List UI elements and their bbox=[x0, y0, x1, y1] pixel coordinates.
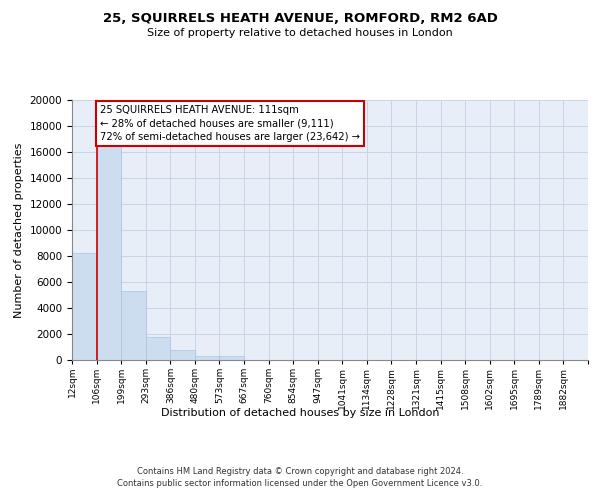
Text: Contains HM Land Registry data © Crown copyright and database right 2024.
Contai: Contains HM Land Registry data © Crown c… bbox=[118, 466, 482, 487]
Text: Distribution of detached houses by size in London: Distribution of detached houses by size … bbox=[161, 408, 439, 418]
Bar bbox=[220, 356, 244, 360]
Bar bbox=[72, 254, 97, 360]
Text: 25, SQUIRRELS HEATH AVENUE, ROMFORD, RM2 6AD: 25, SQUIRRELS HEATH AVENUE, ROMFORD, RM2… bbox=[103, 12, 497, 26]
Text: 25 SQUIRRELS HEATH AVENUE: 111sqm
← 28% of detached houses are smaller (9,111)
7: 25 SQUIRRELS HEATH AVENUE: 111sqm ← 28% … bbox=[100, 105, 360, 142]
Bar bbox=[195, 356, 220, 360]
Bar bbox=[121, 291, 146, 360]
Y-axis label: Number of detached properties: Number of detached properties bbox=[14, 142, 24, 318]
Bar bbox=[170, 350, 195, 360]
Text: Size of property relative to detached houses in London: Size of property relative to detached ho… bbox=[147, 28, 453, 38]
Bar bbox=[146, 337, 170, 360]
Bar bbox=[97, 143, 121, 360]
